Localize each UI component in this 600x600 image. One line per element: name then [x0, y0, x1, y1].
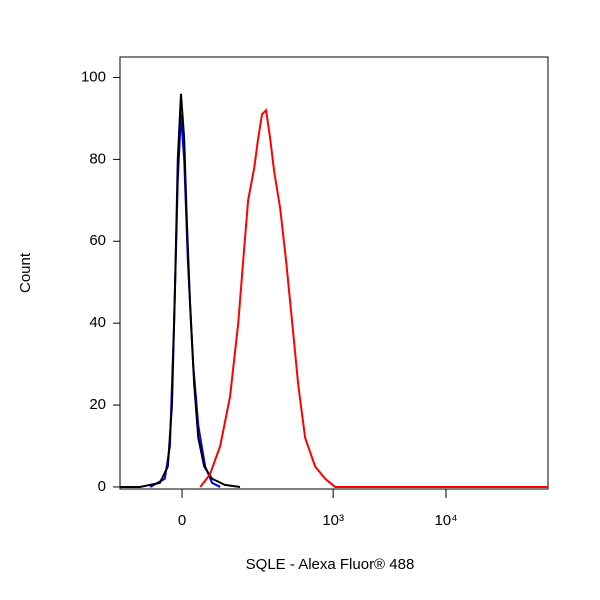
y-tick-label: 80 — [89, 150, 106, 167]
y-axis-label: Count — [17, 252, 34, 293]
y-tick-label: 0 — [98, 478, 106, 495]
y-tick-label: 60 — [89, 232, 106, 249]
x-tick-label: 10³ — [322, 512, 344, 529]
y-tick-label: 100 — [81, 68, 106, 85]
plot-frame — [119, 56, 549, 490]
x-axis-label: SQLE - Alexa Fluor® 488 — [246, 556, 415, 573]
y-tick-label: 20 — [89, 396, 106, 413]
x-tick-label: 10⁴ — [434, 512, 457, 529]
x-tick-label: 0 — [178, 512, 186, 529]
series-line — [199, 108, 548, 488]
series-line — [120, 93, 241, 488]
y-tick-label: 40 — [89, 314, 106, 331]
